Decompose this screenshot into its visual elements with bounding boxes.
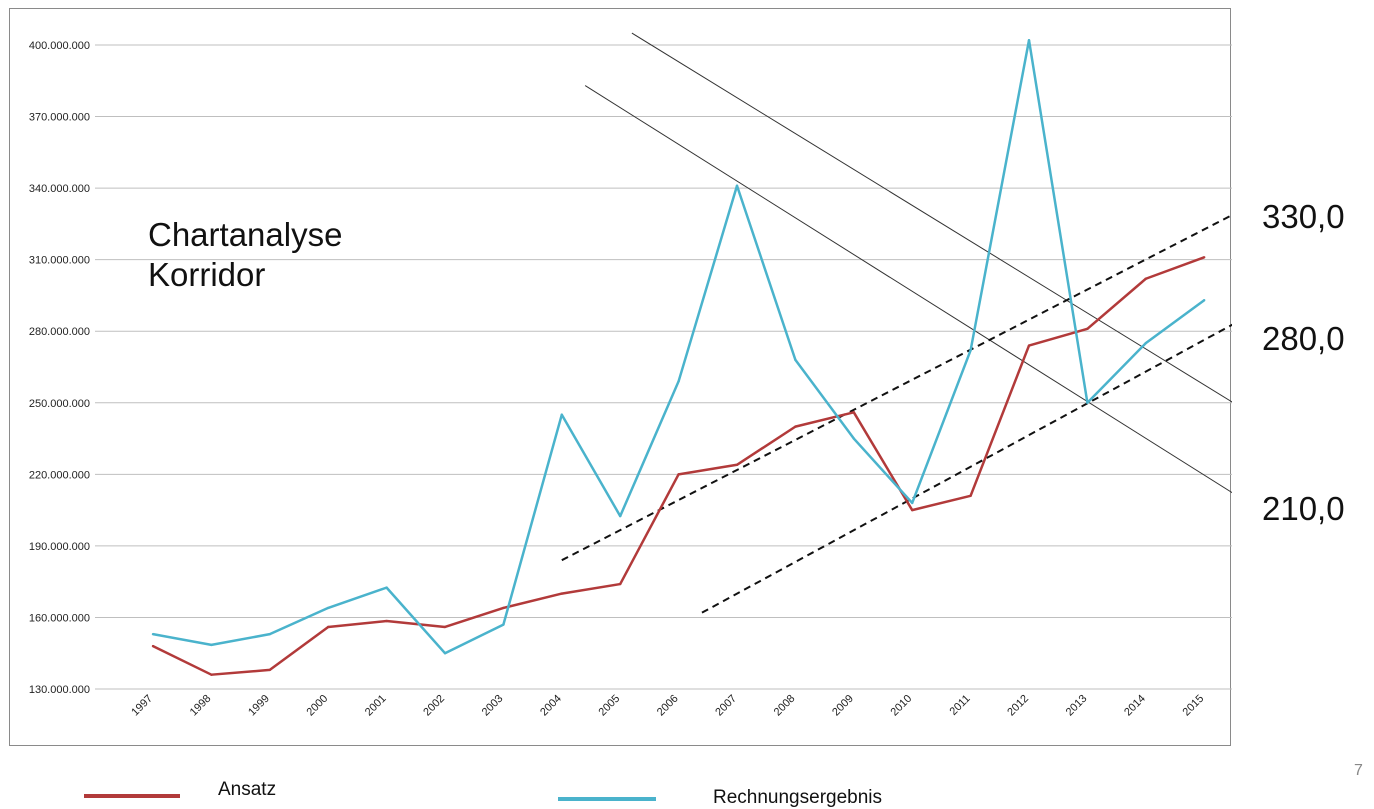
legend-ansatz-line [84, 794, 180, 798]
data-point-rechnungsergebnis [385, 586, 388, 589]
x-axis-ticks: 1997 1998 1999 2000 2001 2002 2003 2004 2005 2006… [129, 693, 1206, 719]
legend-rechnungsergebnis-label: Rechnungsergebnis [713, 787, 883, 808]
data-point-ansatz [911, 508, 914, 512]
x-tick-label: 2009 [830, 693, 856, 719]
data-point-rechnungsergebnis [677, 380, 680, 383]
x-tick-label: 2004 [538, 693, 564, 719]
data-point-rechnungsergebnis [911, 501, 914, 505]
data-point-ansatz [560, 592, 563, 595]
data-point-ansatz [969, 494, 972, 497]
x-tick-label: 2008 [772, 693, 798, 719]
overlay-title-line1: Chartanalyse [148, 216, 343, 253]
data-point-ansatz [151, 644, 155, 648]
data-point-rechnungsergebnis [1027, 39, 1031, 42]
legend-ansatz-label: Ansatz [218, 779, 277, 800]
x-tick-label: 2000 [305, 693, 331, 719]
x-tick-label: 1998 [188, 693, 214, 719]
data-point-rechnungsergebnis [852, 437, 855, 440]
trend-lines [561, 32, 1232, 614]
data-point-rechnungsergebnis [502, 623, 505, 626]
x-tick-label: 2005 [597, 693, 623, 719]
corridor-label-middle: 280,0 [1262, 320, 1345, 357]
data-point-ansatz [794, 425, 797, 428]
solid-trend-line [584, 85, 1232, 494]
data-point-ansatz [1027, 344, 1031, 347]
y-tick-label: 400.000.000 [29, 40, 90, 52]
x-tick-label: 2015 [1181, 693, 1207, 719]
data-point-ansatz [443, 625, 447, 629]
data-point-rechnungsergebnis [1086, 401, 1089, 404]
y-tick-label: 370.000.000 [29, 112, 90, 124]
x-tick-label: 2013 [1064, 693, 1090, 719]
y-tick-label: 190.000.000 [29, 541, 90, 553]
corridor-label-upper: 330,0 [1262, 198, 1345, 235]
data-point-ansatz [268, 668, 271, 672]
data-point-rechnungsergebnis [969, 349, 972, 352]
x-tick-label: 1999 [246, 693, 272, 719]
data-point-rechnungsergebnis [1144, 341, 1148, 345]
y-tick-label: 310.000.000 [29, 255, 90, 267]
page-number: 7 [1354, 762, 1363, 779]
x-tick-label: 2010 [889, 693, 915, 719]
corridor-label-lower: 210,0 [1262, 490, 1345, 527]
data-point-ansatz [385, 619, 388, 623]
line-chart: 130.000.000 160.000.000 190.000.000 220.000… [29, 32, 1232, 719]
overlay-title-line2: Korridor [148, 256, 266, 293]
data-point-ansatz [619, 582, 622, 586]
data-point-rechnungsergebnis [210, 643, 213, 647]
data-point-rechnungsergebnis [560, 413, 563, 416]
data-point-rechnungsergebnis [619, 514, 622, 518]
data-point-ansatz [677, 473, 680, 476]
data-point-rechnungsergebnis [151, 632, 155, 636]
y-tick-label: 160.000.000 [29, 612, 90, 624]
x-tick-label: 2003 [480, 693, 506, 719]
x-tick-label: 2012 [1005, 693, 1031, 719]
y-tick-label: 250.000.000 [29, 398, 90, 410]
data-point-ansatz [327, 625, 330, 629]
series-layer [151, 38, 1206, 676]
legend-rechnungsergebnis-line [558, 797, 656, 801]
x-tick-label: 2001 [363, 693, 389, 719]
data-point-rechnungsergebnis [327, 606, 330, 610]
chart-frame: 130.000.000 160.000.000 190.000.000 220.000… [9, 8, 1232, 746]
x-tick-label: 2006 [655, 693, 681, 719]
data-point-rechnungsergebnis [735, 184, 739, 187]
grid-layer [95, 44, 1232, 690]
data-point-rechnungsergebnis [443, 652, 447, 655]
data-point-ansatz [210, 673, 213, 676]
y-axis-ticks: 130.000.000 160.000.000 190.000.000 220.000… [29, 40, 90, 696]
dashed-trend-line [561, 213, 1232, 562]
x-tick-label: 2014 [1122, 693, 1148, 719]
data-point-rechnungsergebnis [268, 632, 271, 636]
data-point-ansatz [1203, 256, 1206, 259]
y-tick-label: 220.000.000 [29, 469, 90, 481]
dashed-trend-line [701, 323, 1232, 614]
x-tick-label: 2002 [421, 693, 447, 719]
x-tick-label: 1997 [129, 693, 155, 719]
y-tick-label: 280.000.000 [29, 326, 90, 338]
x-tick-label: 2011 [948, 693, 973, 718]
y-tick-label: 130.000.000 [29, 684, 90, 696]
data-point-rechnungsergebnis [794, 358, 797, 362]
series-line-ansatz [152, 256, 1205, 676]
data-point-ansatz [502, 606, 505, 610]
data-point-ansatz [852, 411, 855, 414]
data-point-ansatz [1086, 327, 1089, 331]
x-tick-label: 2007 [713, 693, 739, 719]
series-line-rechnungsergebnis [152, 38, 1205, 655]
data-point-ansatz [1144, 277, 1148, 280]
solid-trend-line [631, 32, 1232, 403]
y-tick-label: 340.000.000 [29, 183, 90, 195]
data-point-rechnungsergebnis [1203, 299, 1206, 302]
data-point-ansatz [735, 463, 739, 466]
